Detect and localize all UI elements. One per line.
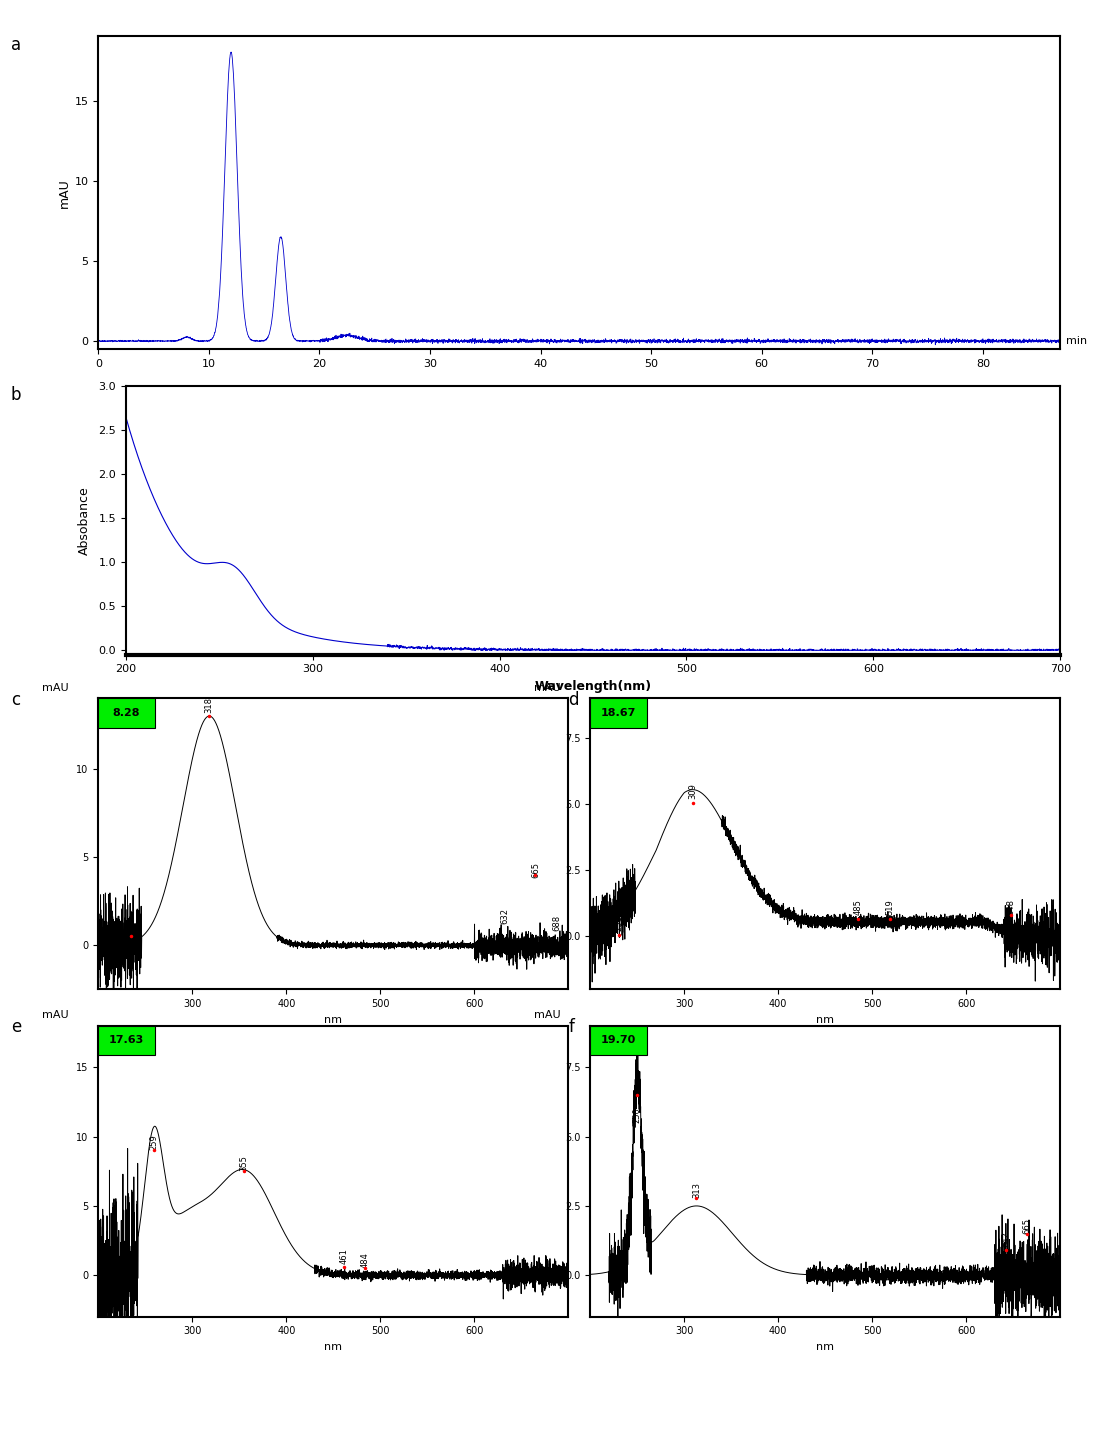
Text: 235: 235 [127, 921, 136, 937]
Text: 665: 665 [531, 863, 540, 879]
Y-axis label: Absobance: Absobance [79, 486, 92, 554]
Text: b: b [11, 386, 22, 403]
Text: 632: 632 [500, 908, 509, 924]
X-axis label: Wavelength(nm): Wavelength(nm) [534, 679, 651, 693]
Text: 519: 519 [885, 899, 894, 915]
Text: 461: 461 [339, 1248, 349, 1264]
Text: 259: 259 [150, 1135, 158, 1151]
Text: 688: 688 [553, 915, 562, 931]
Text: f: f [568, 1018, 574, 1036]
X-axis label: nm: nm [325, 1342, 342, 1352]
Text: 250: 250 [633, 1107, 642, 1123]
Text: 19.70: 19.70 [601, 1036, 636, 1045]
X-axis label: nm: nm [325, 1014, 342, 1024]
FancyBboxPatch shape [98, 698, 155, 728]
Text: 8.28: 8.28 [113, 709, 140, 717]
Text: mAU: mAU [533, 682, 561, 693]
Text: d: d [568, 691, 579, 709]
FancyBboxPatch shape [590, 698, 647, 728]
Text: 665: 665 [1023, 1218, 1032, 1234]
Text: 642: 642 [1001, 1231, 1010, 1247]
Text: 485: 485 [854, 899, 862, 915]
Text: 648: 648 [1007, 899, 1015, 915]
Text: min: min [1066, 336, 1086, 346]
Text: 231: 231 [615, 915, 624, 931]
Text: mAU: mAU [42, 1010, 69, 1020]
Text: 309: 309 [689, 783, 697, 799]
Text: 318: 318 [204, 697, 214, 713]
X-axis label: nm: nm [816, 1342, 834, 1352]
FancyBboxPatch shape [590, 1026, 647, 1055]
Text: 17.63: 17.63 [109, 1036, 144, 1045]
Text: a: a [11, 36, 21, 54]
Text: 355: 355 [239, 1155, 248, 1171]
Y-axis label: mAU: mAU [58, 178, 70, 208]
Text: 313: 313 [692, 1181, 701, 1197]
Text: 484: 484 [361, 1253, 369, 1269]
Text: 18.67: 18.67 [601, 709, 636, 717]
Text: mAU: mAU [533, 1010, 561, 1020]
Text: e: e [11, 1018, 21, 1036]
FancyBboxPatch shape [98, 1026, 155, 1055]
Text: mAU: mAU [42, 682, 69, 693]
X-axis label: nm: nm [816, 1014, 834, 1024]
Text: c: c [11, 691, 20, 709]
